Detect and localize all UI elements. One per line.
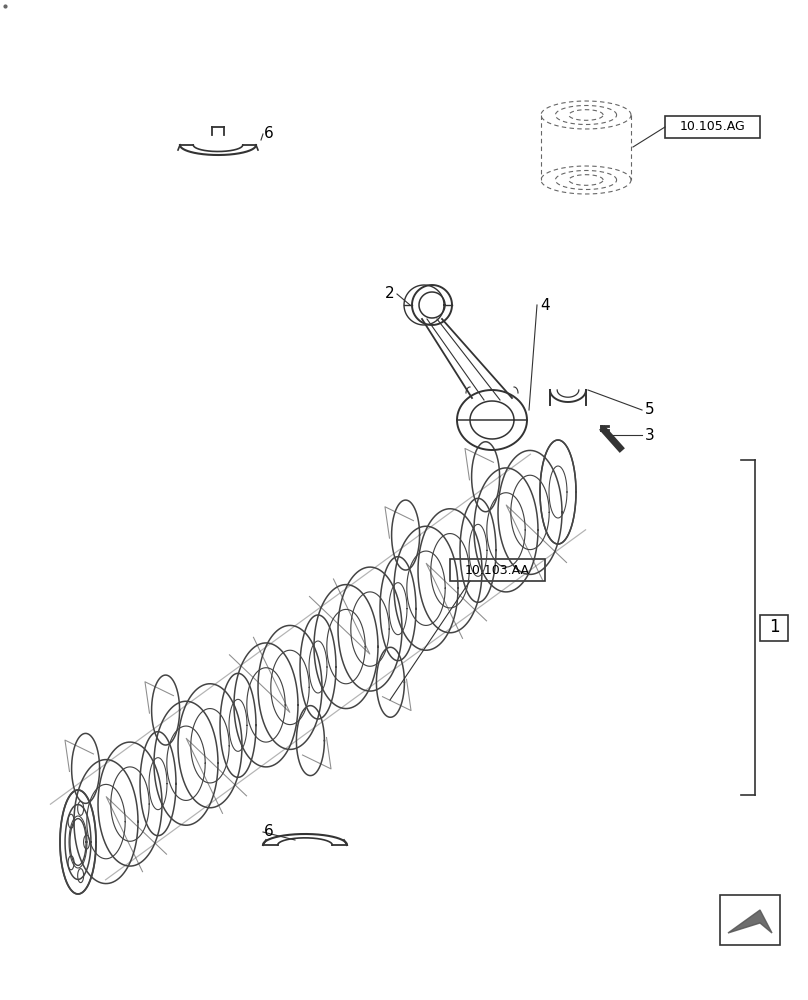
Polygon shape bbox=[728, 910, 772, 933]
Text: 3: 3 bbox=[645, 428, 654, 442]
Text: 4: 4 bbox=[540, 298, 549, 312]
Text: 6: 6 bbox=[264, 824, 274, 840]
Text: 5: 5 bbox=[645, 402, 654, 418]
Bar bbox=[665, 116, 760, 138]
Text: 10.103.AA: 10.103.AA bbox=[465, 564, 530, 576]
Text: 10.105.AG: 10.105.AG bbox=[680, 120, 745, 133]
Bar bbox=[720, 895, 780, 945]
Bar bbox=[760, 614, 788, 641]
Text: 6: 6 bbox=[264, 126, 274, 141]
Text: 2: 2 bbox=[385, 286, 395, 302]
Bar bbox=[450, 559, 545, 581]
Text: 1: 1 bbox=[768, 618, 779, 637]
